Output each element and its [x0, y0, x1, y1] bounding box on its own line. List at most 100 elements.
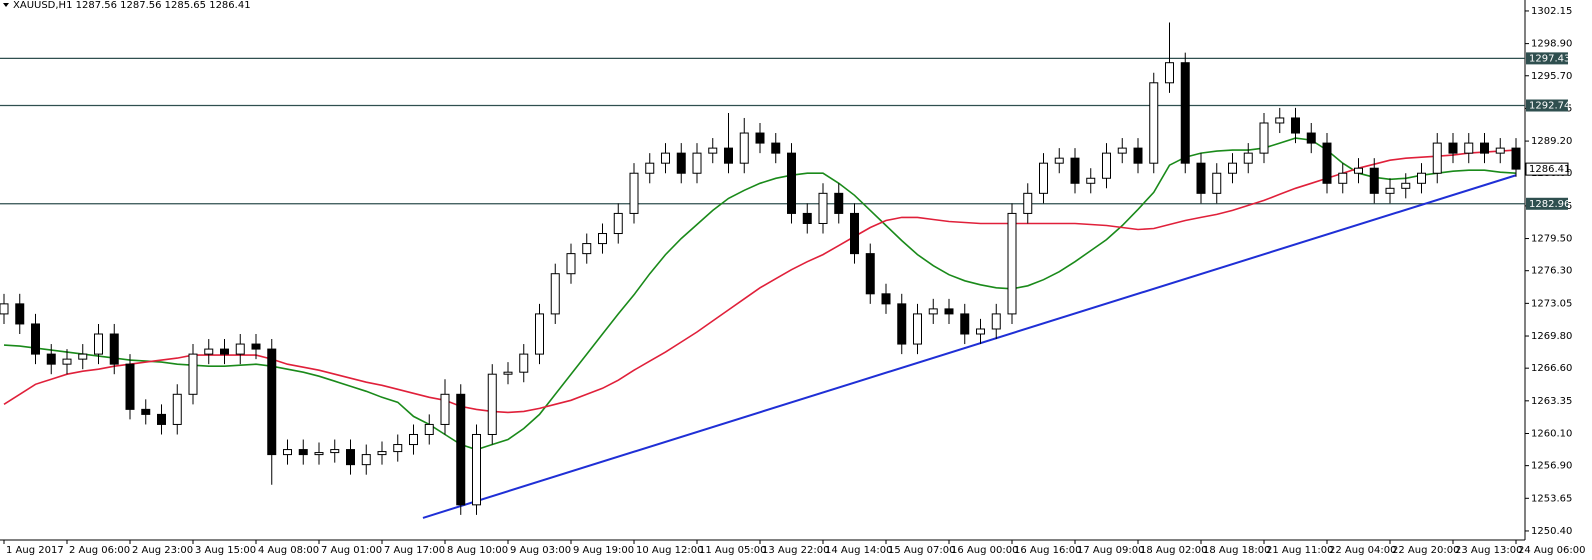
candle-body	[472, 433, 481, 506]
candle-body	[676, 152, 686, 174]
candle-body	[991, 313, 1001, 330]
menu-arrow[interactable]	[3, 3, 9, 7]
x-tick-label: 13 Aug 22:00	[762, 545, 829, 556]
candle-body	[1385, 187, 1395, 194]
candle-body	[834, 192, 844, 214]
candle-body	[172, 393, 182, 425]
candle-body	[897, 303, 907, 345]
x-tick-label: 18 Aug 02:00	[1140, 545, 1207, 556]
y-tick-label: 1302.15	[1531, 6, 1572, 17]
candle-body	[377, 451, 387, 456]
candle-body	[550, 273, 560, 315]
candle-body	[283, 449, 292, 456]
x-tick-label: 2 Aug 23:00	[132, 545, 193, 556]
y-tick-label: 1279.50	[1531, 234, 1572, 245]
candle-body	[456, 393, 466, 506]
level-tag	[1526, 99, 1568, 112]
candle-body	[1133, 147, 1143, 164]
candle-body	[409, 433, 418, 446]
y-tick-label: 1298.90	[1531, 39, 1572, 50]
candle-body	[1102, 152, 1111, 179]
candle-body	[109, 333, 119, 365]
candle-body	[1180, 62, 1190, 164]
chart-title: XAUUSD,H1 1287.56 1287.56 1285.65 1286.4…	[13, 0, 251, 11]
candle-body	[1354, 167, 1363, 174]
candle-body	[1306, 132, 1316, 144]
candle-body	[708, 147, 718, 154]
candle-body	[802, 212, 812, 224]
y-tick-label: 1269.80	[1531, 331, 1572, 342]
candle-body	[1401, 182, 1411, 189]
price-tag-label: 1286.41	[1529, 164, 1570, 175]
candle-body	[1212, 172, 1222, 194]
candle-body	[976, 328, 985, 335]
candle-body	[251, 343, 261, 350]
x-tick-label: 16 Aug 16:00	[1014, 545, 1081, 556]
candle-body	[850, 212, 859, 255]
candle-body	[361, 454, 371, 466]
candle-body	[346, 449, 355, 466]
candle-body	[1070, 157, 1080, 184]
candle-body	[1054, 157, 1064, 164]
candle-body	[1495, 147, 1505, 154]
candle-body	[125, 363, 135, 410]
candle-body	[1196, 162, 1206, 194]
y-tick-label: 1250.40	[1531, 526, 1572, 537]
x-tick-label: 2 Aug 06:00	[69, 545, 130, 556]
candle-body	[235, 343, 245, 355]
candle-body	[1369, 167, 1379, 194]
y-tick-label: 1276.30	[1531, 266, 1572, 277]
candle-body	[629, 172, 639, 214]
level-tag	[1526, 197, 1568, 210]
x-tick-label: 8 Aug 10:00	[447, 545, 508, 556]
candle-body	[787, 152, 796, 214]
y-tick-label: 1266.60	[1531, 363, 1572, 374]
candle-body	[1291, 117, 1300, 134]
x-tick-label: 24 Aug 06:00	[1518, 545, 1585, 556]
x-tick-label: 22 Aug 04:00	[1329, 545, 1396, 556]
x-tick-label: 16 Aug 00:00	[951, 545, 1018, 556]
candle-body	[1275, 117, 1285, 124]
x-tick-label: 9 Aug 03:00	[510, 545, 571, 556]
candle-body	[755, 132, 765, 144]
candle-body	[771, 142, 781, 154]
candle-body	[535, 313, 544, 355]
candle-body	[598, 233, 607, 245]
candle-body	[519, 353, 529, 373]
candle-body	[645, 162, 655, 174]
candle-body	[944, 308, 954, 315]
candle-body	[1149, 82, 1159, 164]
candle-body	[15, 303, 25, 325]
candle-body	[1417, 172, 1426, 184]
candle-body	[865, 253, 875, 295]
candle-body	[503, 371, 513, 375]
x-tick-label: 9 Aug 19:00	[573, 545, 634, 556]
candle-body	[330, 449, 340, 454]
candle-body	[1023, 192, 1033, 214]
candle-body	[960, 313, 970, 335]
y-tick-label: 1253.65	[1531, 493, 1572, 504]
x-tick-label: 14 Aug 14:00	[825, 545, 892, 556]
x-tick-label: 22 Aug 20:00	[1392, 545, 1459, 556]
candle-body	[582, 243, 592, 255]
candle-body	[661, 152, 670, 164]
x-tick-label: 1 Aug 2017	[6, 545, 64, 556]
candle-body	[928, 308, 938, 315]
candle-body	[566, 253, 576, 275]
x-tick-label: 15 Aug 07:00	[888, 545, 955, 556]
candle-body	[1448, 142, 1458, 154]
candle-body	[1322, 142, 1332, 184]
candle-body	[1039, 162, 1048, 194]
candle-body	[204, 348, 214, 355]
y-tick-label: 1263.35	[1531, 396, 1572, 407]
level-tag-label: 1297.43	[1529, 53, 1570, 64]
y-tick-label: 1273.05	[1531, 298, 1572, 309]
trendline	[422, 174, 1517, 519]
candle-body	[267, 348, 277, 456]
candle-body	[157, 413, 166, 425]
candle-body	[62, 358, 72, 365]
candle-body	[220, 348, 229, 355]
x-tick-label: 21 Aug 11:00	[1266, 545, 1333, 556]
